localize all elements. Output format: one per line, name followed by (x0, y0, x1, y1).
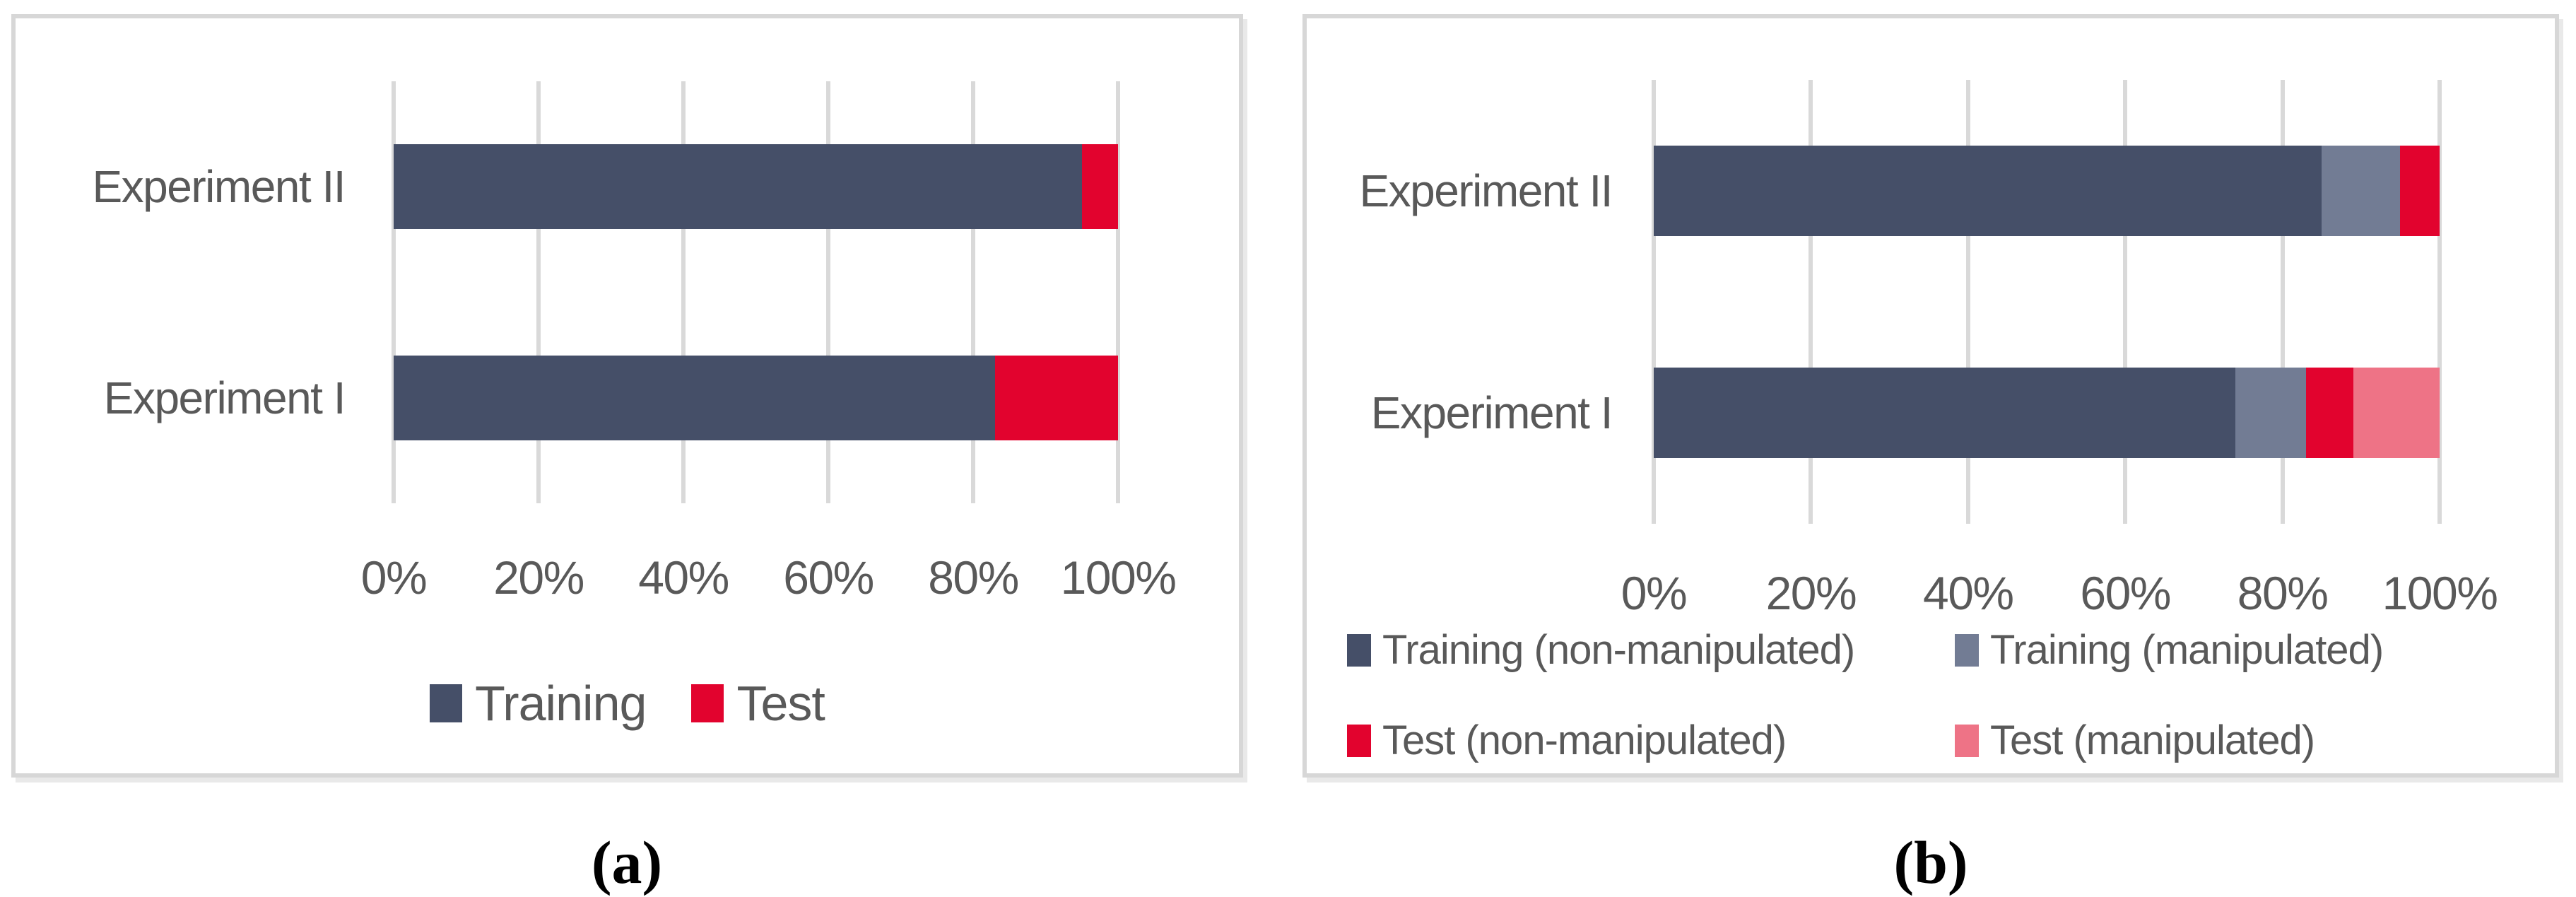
x-tick-label: 40% (638, 551, 729, 604)
x-tick-label: 60% (2080, 567, 2171, 619)
gridline (826, 81, 830, 503)
bar-row (1654, 368, 2440, 458)
category-label: Experiment II (1359, 165, 1613, 216)
caption-b: (b) (1893, 828, 1968, 896)
gridline (2437, 80, 2442, 524)
gridline (536, 81, 541, 503)
bar-segment (994, 355, 1118, 440)
legend-swatch-icon (1955, 725, 1979, 757)
legend-swatch-icon (691, 684, 724, 722)
category-label: Experiment I (103, 372, 346, 423)
gridline (1965, 80, 1970, 524)
bar-row (394, 355, 1118, 440)
x-tick-label: 20% (493, 551, 584, 604)
bar-row (394, 144, 1118, 230)
gridline (1809, 80, 1813, 524)
legend-swatch-icon (1347, 725, 1371, 757)
legend-swatch-icon (1955, 634, 1979, 667)
bar-segment (1081, 144, 1118, 230)
x-tick-label: 60% (783, 551, 874, 604)
legend-swatch-icon (430, 684, 463, 722)
legend-swatch-icon (1347, 634, 1371, 667)
bar-segment (2353, 368, 2440, 458)
bar-segment (394, 355, 995, 440)
bar-segment (1654, 368, 2235, 458)
gridline (2123, 80, 2128, 524)
bar-segment (2305, 368, 2353, 458)
bar-segment (1654, 146, 2322, 236)
gridline (1652, 80, 1656, 524)
x-tick-label: 100% (1060, 551, 1177, 604)
legend-item: Test (non-manipulated) (1347, 715, 1787, 766)
x-tick-label: 80% (928, 551, 1019, 604)
legend-label: Training (475, 676, 647, 731)
legend-label: Training (non-manipulated) (1382, 627, 1855, 673)
x-tick-label: 20% (1765, 567, 1857, 619)
category-label: Experiment I (1370, 387, 1613, 438)
gridline (1116, 81, 1120, 503)
x-tick-label: 0% (360, 551, 428, 604)
bar-row (1654, 146, 2440, 236)
bar-segment (2400, 146, 2440, 236)
category-label: Experiment II (92, 161, 346, 213)
bar-segment (394, 144, 1082, 230)
gridline (681, 81, 686, 503)
legend-item: Test (691, 673, 825, 734)
legend-label: Training (manipulated) (1990, 627, 2384, 673)
chart-b-panel: Experiment II Experiment I 0% 20% 40% 60% 80% 1… (1302, 14, 2559, 778)
x-tick-label: 0% (1621, 567, 1688, 619)
legend-item: Training (non-manipulated) (1347, 625, 1855, 676)
plot-area (1652, 80, 2442, 524)
gridline (971, 81, 975, 503)
x-tick-label: 80% (2237, 567, 2329, 619)
bar-segment (2322, 146, 2401, 236)
gridline (392, 81, 396, 503)
legend-item: Training (manipulated) (1955, 625, 2384, 676)
chart-a-panel: Experiment II Experiment I 0% 20% 40% 60% 80% 1… (11, 14, 1243, 778)
legend-label: Test (736, 676, 825, 731)
legend-item: Training (430, 673, 647, 734)
caption-a: (a) (591, 828, 663, 896)
legend: Training Test (16, 673, 1239, 734)
plot-area (392, 81, 1120, 503)
legend-label: Test (manipulated) (1990, 717, 2315, 763)
legend-item: Test (manipulated) (1955, 715, 2315, 766)
bar-segment (2235, 368, 2306, 458)
x-tick-label: 40% (1922, 567, 2014, 619)
x-tick-label: 100% (2382, 567, 2498, 619)
legend-label: Test (non-manipulated) (1382, 717, 1787, 763)
gridline (2280, 80, 2285, 524)
